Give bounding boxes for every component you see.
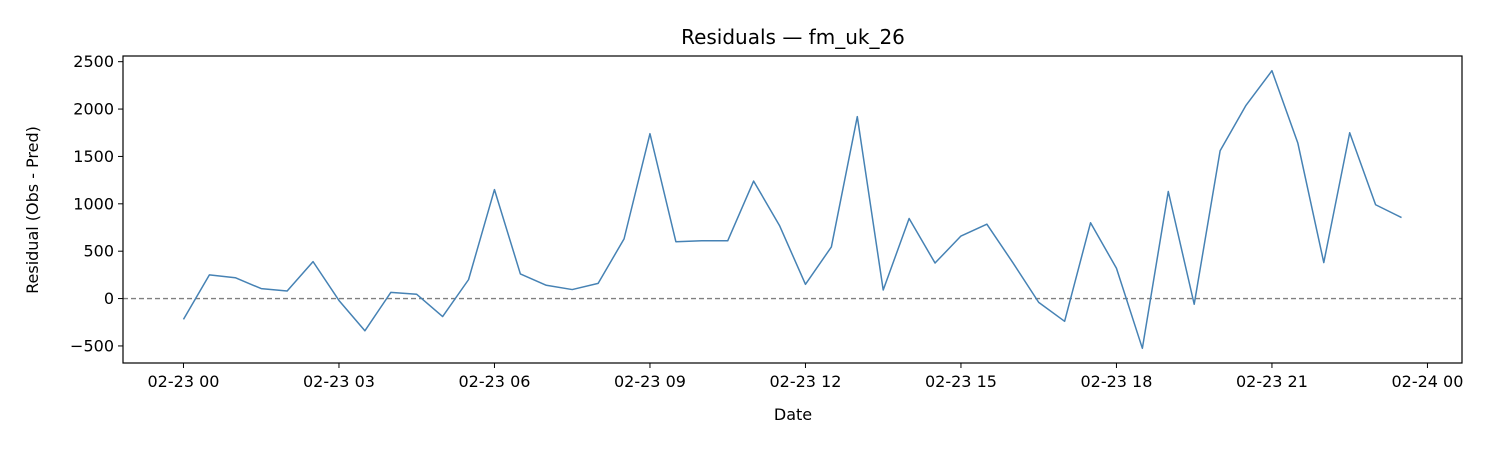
y-tick-label: −500 — [70, 336, 114, 355]
residual-series-line — [182, 69, 1402, 350]
y-tick-label: 2500 — [73, 52, 114, 71]
y-tick-label: 500 — [83, 242, 114, 261]
x-tick-label: 02-23 12 — [769, 372, 841, 391]
plot-area — [123, 56, 1462, 363]
x-tick-label: 02-24 00 — [1391, 372, 1463, 391]
x-axis-label: Date — [774, 405, 812, 424]
x-axis-ticks: 02-23 00 02-23 03 02-23 06 02-23 09 02-23 12… — [148, 363, 1463, 391]
plot-frame — [122, 55, 1463, 364]
chart-marks — [123, 69, 1462, 350]
x-tick-label: 02-23 21 — [1236, 372, 1308, 391]
y-axis-ticks: −500 0 500 1000 1500 2000 2500 — [70, 52, 123, 355]
x-tick-label: 02-23 06 — [458, 372, 530, 391]
x-tick-label: 02-23 03 — [303, 372, 375, 391]
x-tick-label: 02-23 15 — [925, 372, 997, 391]
y-tick-label: 1500 — [73, 147, 114, 166]
y-tick-label: 2000 — [73, 100, 114, 119]
x-tick-label: 02-23 00 — [148, 372, 220, 391]
x-tick-label: 02-23 18 — [1080, 372, 1152, 391]
chart-title: Residuals — fm_uk_26 — [681, 25, 905, 49]
y-tick-label: 0 — [104, 289, 114, 308]
x-tick-label: 02-23 09 — [614, 372, 686, 391]
y-axis-label: Residual (Obs - Pred) — [23, 126, 42, 294]
y-tick-label: 1000 — [73, 194, 114, 213]
